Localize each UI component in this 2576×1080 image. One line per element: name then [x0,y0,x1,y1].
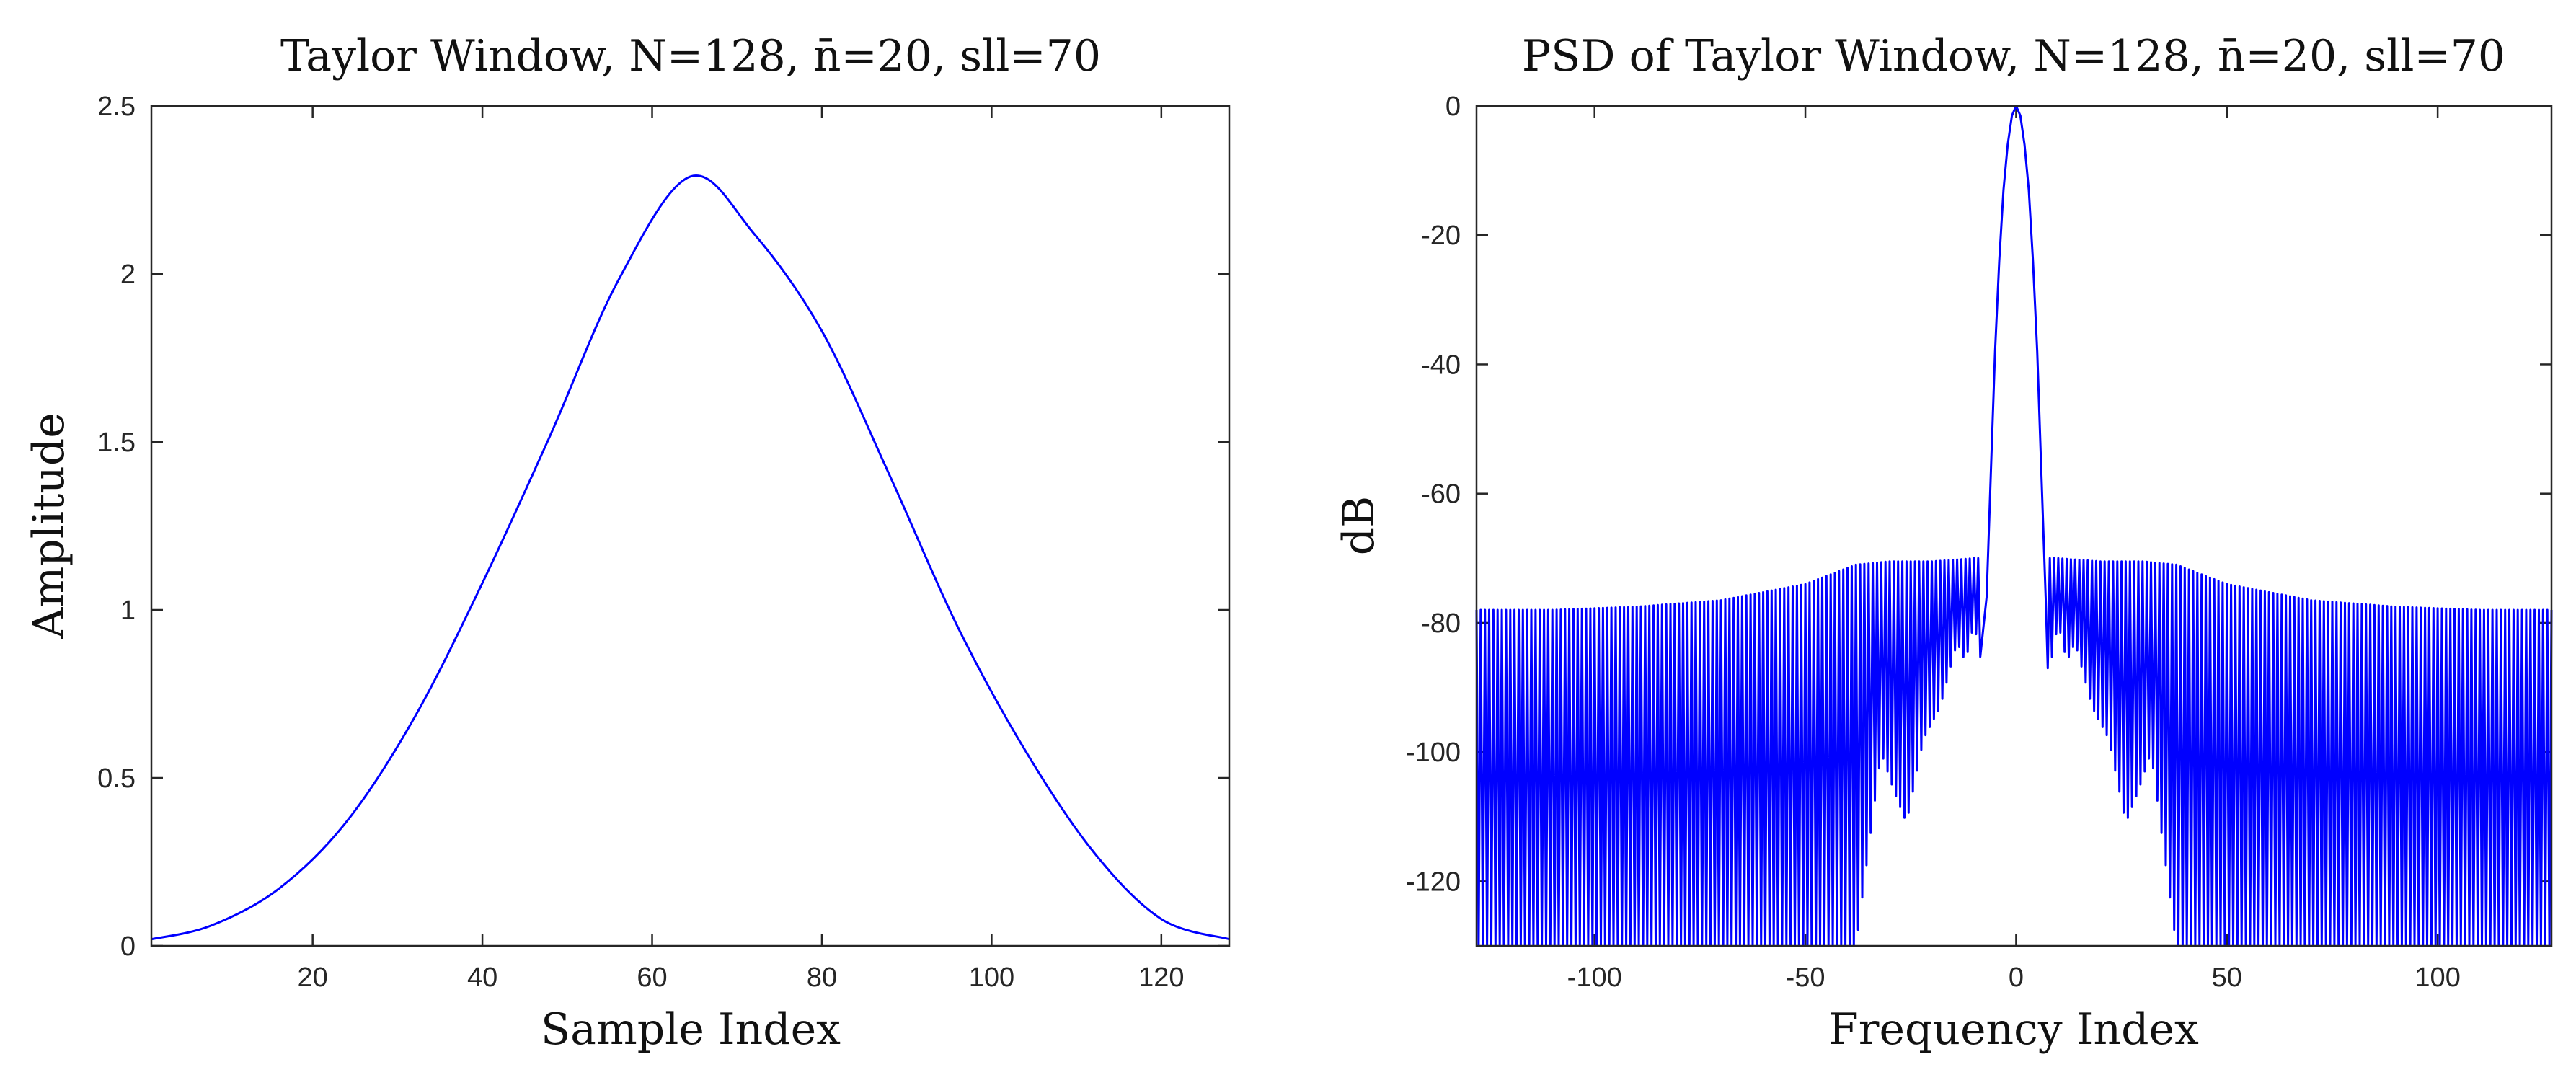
x-tick-label: 40 [467,962,497,993]
psd-chart: PSD of Taylor Window, N=128, n̄=20, sll=… [1334,31,2553,1055]
taylor-window-chart: Taylor Window, N=128, n̄=20, sll=70 20 40… [24,31,1231,1055]
psd-series-line [1475,105,2553,947]
y-tick-label: 2 [120,260,136,290]
x-tick-label: -100 [1567,962,1622,993]
tick-group: 20 40 60 80 100 120 0 0.5 1 1.5 2 2.5 [97,92,1229,993]
y-axis-label: Amplitude [24,412,74,639]
axes-frame [150,105,1231,947]
x-tick-label: -50 [1786,962,1825,993]
tick-group: -100 -50 0 50 100 -120 -100 -80 -60 -40 -20 0 [1406,92,2551,993]
axes-frame [1475,105,2553,947]
y-tick-label: -120 [1406,867,1461,897]
x-tick-label: 60 [637,962,667,993]
x-tick-label: 120 [1138,962,1184,993]
y-tick-label: -20 [1421,221,1461,251]
y-tick-label: -80 [1421,608,1461,639]
x-tick-label: 100 [969,962,1014,993]
y-tick-label: 0 [1446,92,1461,122]
x-axis-label: Sample Index [541,1004,841,1055]
chart-title: PSD of Taylor Window, N=128, n̄=20, sll=… [1522,31,2505,81]
y-tick-label: 1 [120,596,136,626]
y-tick-label: 0 [120,931,136,962]
y-tick-label: -100 [1406,738,1461,768]
x-axis-label: Frequency Index [1828,1004,2199,1055]
y-tick-label: 2.5 [97,92,136,122]
y-tick-label: 0.5 [97,763,136,794]
chart-title: Taylor Window, N=128, n̄=20, sll=70 [280,31,1101,81]
y-axis-label: dB [1334,496,1384,556]
y-tick-label: -40 [1421,350,1461,380]
x-tick-label: 0 [2009,962,2024,993]
x-tick-label: 100 [2415,962,2460,993]
x-tick-label: 20 [298,962,328,993]
y-tick-label: -60 [1421,479,1461,510]
y-tick-label: 1.5 [97,428,136,458]
window-series-line [151,174,1230,941]
x-tick-label: 50 [2212,962,2242,993]
x-tick-label: 80 [807,962,837,993]
